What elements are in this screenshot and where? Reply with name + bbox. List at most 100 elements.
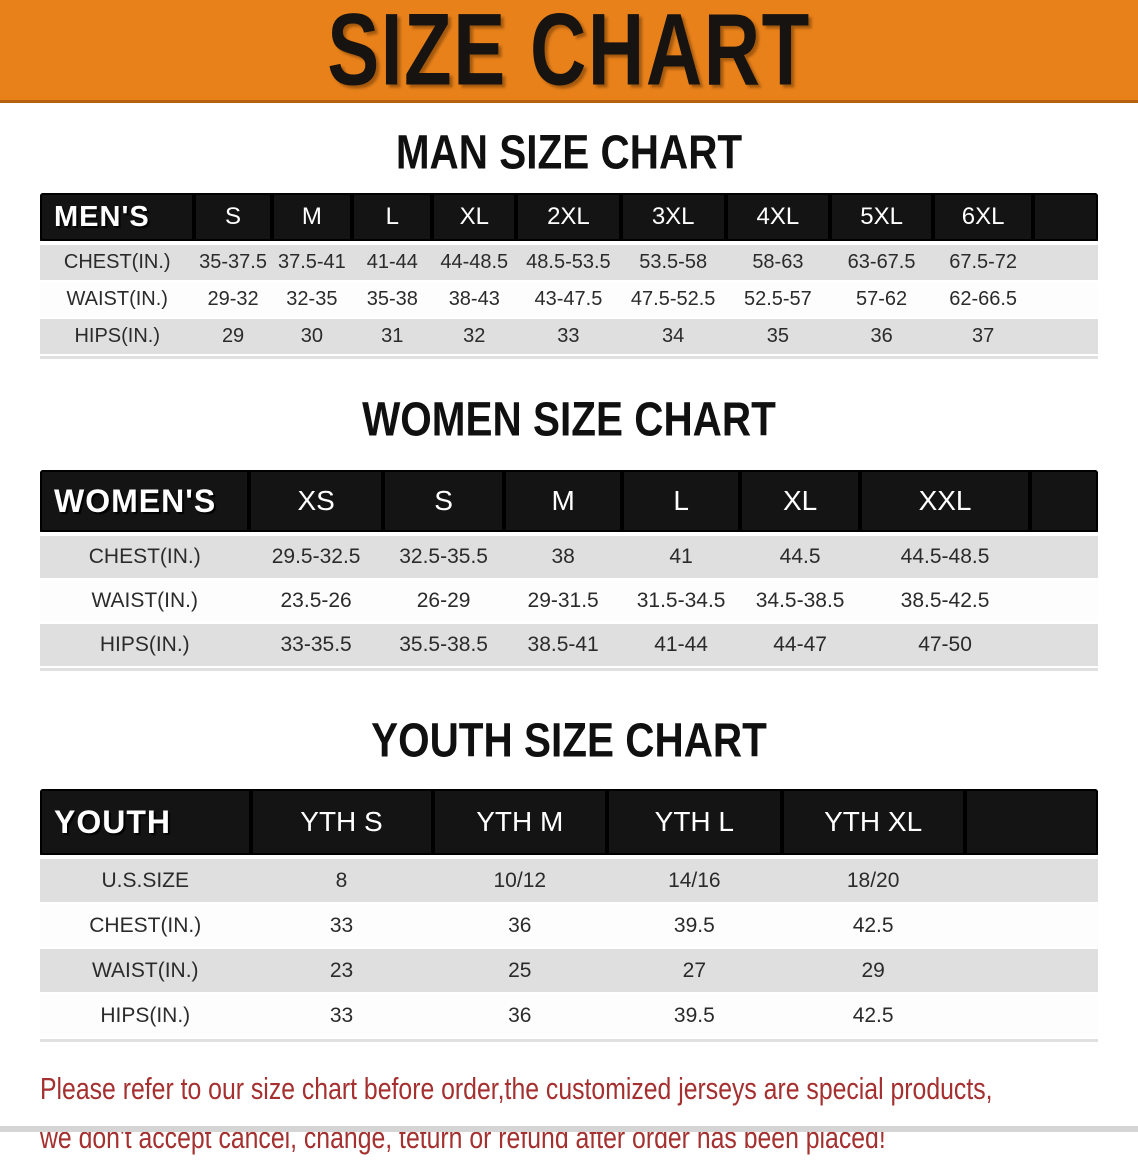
measurement-label: HIPS(IN.)	[40, 994, 251, 1039]
size-value: 36	[432, 994, 608, 1039]
table-group-label: WOMEN'S	[40, 470, 250, 536]
measurement-row: CHEST(IN.) 35-37.5 37.5-41 41-44 44-48.5 48.5…	[40, 245, 1098, 282]
header-filler	[1030, 470, 1098, 536]
size-value: 35.5-38.5	[382, 624, 505, 668]
measurement-row: CHEST(IN.) 33 36 39.5 42.5	[40, 904, 1098, 949]
table-group-label: MEN'S	[40, 193, 195, 245]
size-value: 33-35.5	[249, 624, 383, 668]
youth-size-chart-section: YOUTH SIZE CHART YOUTH YTH S YTH M YTH L YTH…	[0, 715, 1138, 1042]
size-value: 32.5-35.5	[382, 536, 505, 580]
row-filler	[1030, 580, 1098, 624]
row-filler	[964, 859, 1098, 904]
size-column-header: XL	[432, 193, 517, 245]
measurement-label: WAIST(IN.)	[40, 949, 251, 994]
size-value: 47.5-52.5	[620, 282, 726, 319]
size-value: 35-38	[352, 282, 433, 319]
measurement-row: WAIST(IN.) 23 25 27 29	[40, 949, 1098, 994]
measurement-label: WAIST(IN.)	[40, 580, 250, 624]
size-column-header: S	[382, 470, 505, 536]
size-value: 44.5-48.5	[859, 536, 1031, 580]
size-column-header: S	[194, 193, 272, 245]
size-value: 42.5	[781, 904, 965, 949]
size-value: 44-47	[740, 624, 860, 668]
size-value: 23	[250, 949, 433, 994]
size-value: 38	[504, 536, 622, 580]
size-value: 57-62	[830, 282, 933, 319]
size-column-header: XS	[249, 470, 383, 536]
row-filler	[1033, 245, 1098, 282]
size-value: 32	[432, 319, 517, 356]
man-size-table: MEN'S S M L XL 2XL 3XL 4XL 5XL 6XL CHEST(IN.) 35-37…	[40, 193, 1098, 359]
size-value: 41-44	[352, 245, 433, 282]
women-size-chart-heading: WOMEN SIZE CHART	[362, 392, 776, 447]
row-filler	[1030, 624, 1098, 668]
size-column-header: YTH L	[607, 789, 782, 859]
measurement-label: CHEST(IN.)	[40, 536, 250, 580]
size-value: 18/20	[781, 859, 965, 904]
size-value: 10/12	[432, 859, 608, 904]
measurement-label: CHEST(IN.)	[40, 245, 195, 282]
disclaimer-line-2: we don't accept cancel, change, teturn o…	[40, 1120, 886, 1155]
size-value: 33	[516, 319, 621, 356]
measurement-label: HIPS(IN.)	[40, 319, 195, 356]
size-column-header: L	[621, 470, 741, 536]
size-value: 31.5-34.5	[621, 580, 741, 624]
row-filler	[1030, 536, 1098, 580]
size-value: 25	[432, 949, 608, 994]
size-value: 33	[250, 904, 433, 949]
row-filler	[1033, 282, 1098, 319]
size-value: 29	[781, 949, 965, 994]
size-value: 27	[607, 949, 782, 994]
size-value: 44.5	[740, 536, 860, 580]
size-value: 67.5-72	[932, 245, 1034, 282]
disclaimer-line-1: Please refer to our size chart before or…	[40, 1071, 993, 1106]
man-size-chart-section: MAN SIZE CHART MEN'S S M L XL 2XL 3XL 4XL 5XL 6XL…	[0, 125, 1138, 359]
size-value: 31	[352, 319, 433, 356]
size-value: 38.5-42.5	[859, 580, 1031, 624]
size-value: 62-66.5	[932, 282, 1034, 319]
size-value: 35-37.5	[194, 245, 272, 282]
size-value: 29.5-32.5	[249, 536, 383, 580]
measurement-row: HIPS(IN.) 33 36 39.5 42.5	[40, 994, 1098, 1039]
size-value: 47-50	[859, 624, 1031, 668]
size-value: 36	[432, 904, 608, 949]
size-value: 36	[830, 319, 933, 356]
size-value: 41	[621, 536, 741, 580]
row-filler	[964, 994, 1098, 1039]
row-filler	[964, 949, 1098, 994]
size-column-header: 2XL	[516, 193, 621, 245]
women-size-chart-section: WOMEN SIZE CHART WOMEN'S XS S M L XL XXL CHEST(…	[0, 392, 1138, 671]
size-value: 34.5-38.5	[740, 580, 860, 624]
size-value: 38-43	[432, 282, 517, 319]
size-value: 37.5-41	[271, 245, 353, 282]
size-value: 48.5-53.5	[516, 245, 621, 282]
bottom-edge-strip	[0, 1126, 1138, 1132]
size-column-header: YTH M	[432, 789, 608, 859]
size-value: 43-47.5	[516, 282, 621, 319]
table-group-label: YOUTH	[40, 789, 251, 859]
header-filler	[1033, 193, 1098, 245]
size-value: 29-32	[194, 282, 272, 319]
size-column-header: L	[352, 193, 433, 245]
man-size-chart-heading: MAN SIZE CHART	[395, 125, 743, 180]
size-value: 58-63	[725, 245, 831, 282]
size-value: 23.5-26	[249, 580, 383, 624]
measurement-label: U.S.SIZE	[40, 859, 251, 904]
size-column-header: YTH XL	[781, 789, 965, 859]
size-value: 33	[250, 994, 433, 1039]
disclaimer: Please refer to our size chart before or…	[40, 1064, 1138, 1162]
size-column-header: YTH S	[250, 789, 433, 859]
size-value: 32-35	[271, 282, 353, 319]
measurement-row: WAIST(IN.) 29-32 32-35 35-38 38-43 43-47.5 47.…	[40, 282, 1098, 319]
size-value: 14/16	[607, 859, 782, 904]
size-value: 37	[932, 319, 1034, 356]
size-column-header: 5XL	[830, 193, 933, 245]
size-value: 8	[250, 859, 433, 904]
header-filler	[964, 789, 1098, 859]
size-value: 34	[620, 319, 726, 356]
measurement-row: CHEST(IN.) 29.5-32.5 32.5-35.5 38 41 44.5 44.5…	[40, 536, 1098, 580]
size-value: 38.5-41	[504, 624, 622, 668]
measurement-label: HIPS(IN.)	[40, 624, 250, 668]
size-column-header: 6XL	[932, 193, 1034, 245]
